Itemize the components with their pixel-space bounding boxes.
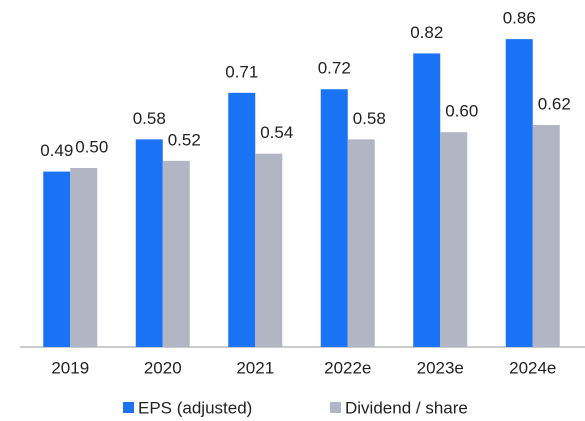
bar xyxy=(347,139,375,347)
value-label: 0.52 xyxy=(168,130,201,149)
bar xyxy=(532,125,560,347)
bar xyxy=(320,89,348,348)
value-label: 0.60 xyxy=(445,102,478,121)
bar xyxy=(413,53,441,347)
legend-swatch xyxy=(123,402,134,413)
x-tick-label: 2022e xyxy=(324,358,371,377)
value-label: 0.50 xyxy=(75,137,108,156)
value-label: 0.49 xyxy=(40,141,73,160)
x-tick-label: 2024e xyxy=(509,358,556,377)
x-tick-label: 2019 xyxy=(51,358,89,377)
bar xyxy=(440,132,468,347)
legend-label: Dividend / share xyxy=(345,398,468,417)
value-label: 0.72 xyxy=(318,59,351,78)
value-label: 0.62 xyxy=(538,95,571,114)
bar xyxy=(255,153,283,347)
value-label: 0.71 xyxy=(225,62,258,81)
value-label: 0.58 xyxy=(133,109,166,128)
x-tick-label: 2021 xyxy=(236,358,274,377)
legend-label: EPS (adjusted) xyxy=(138,398,252,417)
legend-swatch xyxy=(330,402,341,413)
bar xyxy=(228,92,256,347)
value-label: 0.58 xyxy=(353,109,386,128)
bar xyxy=(70,168,98,347)
bar xyxy=(162,160,190,347)
value-label: 0.82 xyxy=(410,23,443,42)
value-label: 0.54 xyxy=(260,123,293,142)
bar xyxy=(135,139,163,347)
x-tick-label: 2023e xyxy=(417,358,464,377)
x-tick-label: 2020 xyxy=(144,358,182,377)
bar xyxy=(505,39,533,348)
bar xyxy=(43,171,71,347)
value-label: 0.86 xyxy=(503,9,536,28)
